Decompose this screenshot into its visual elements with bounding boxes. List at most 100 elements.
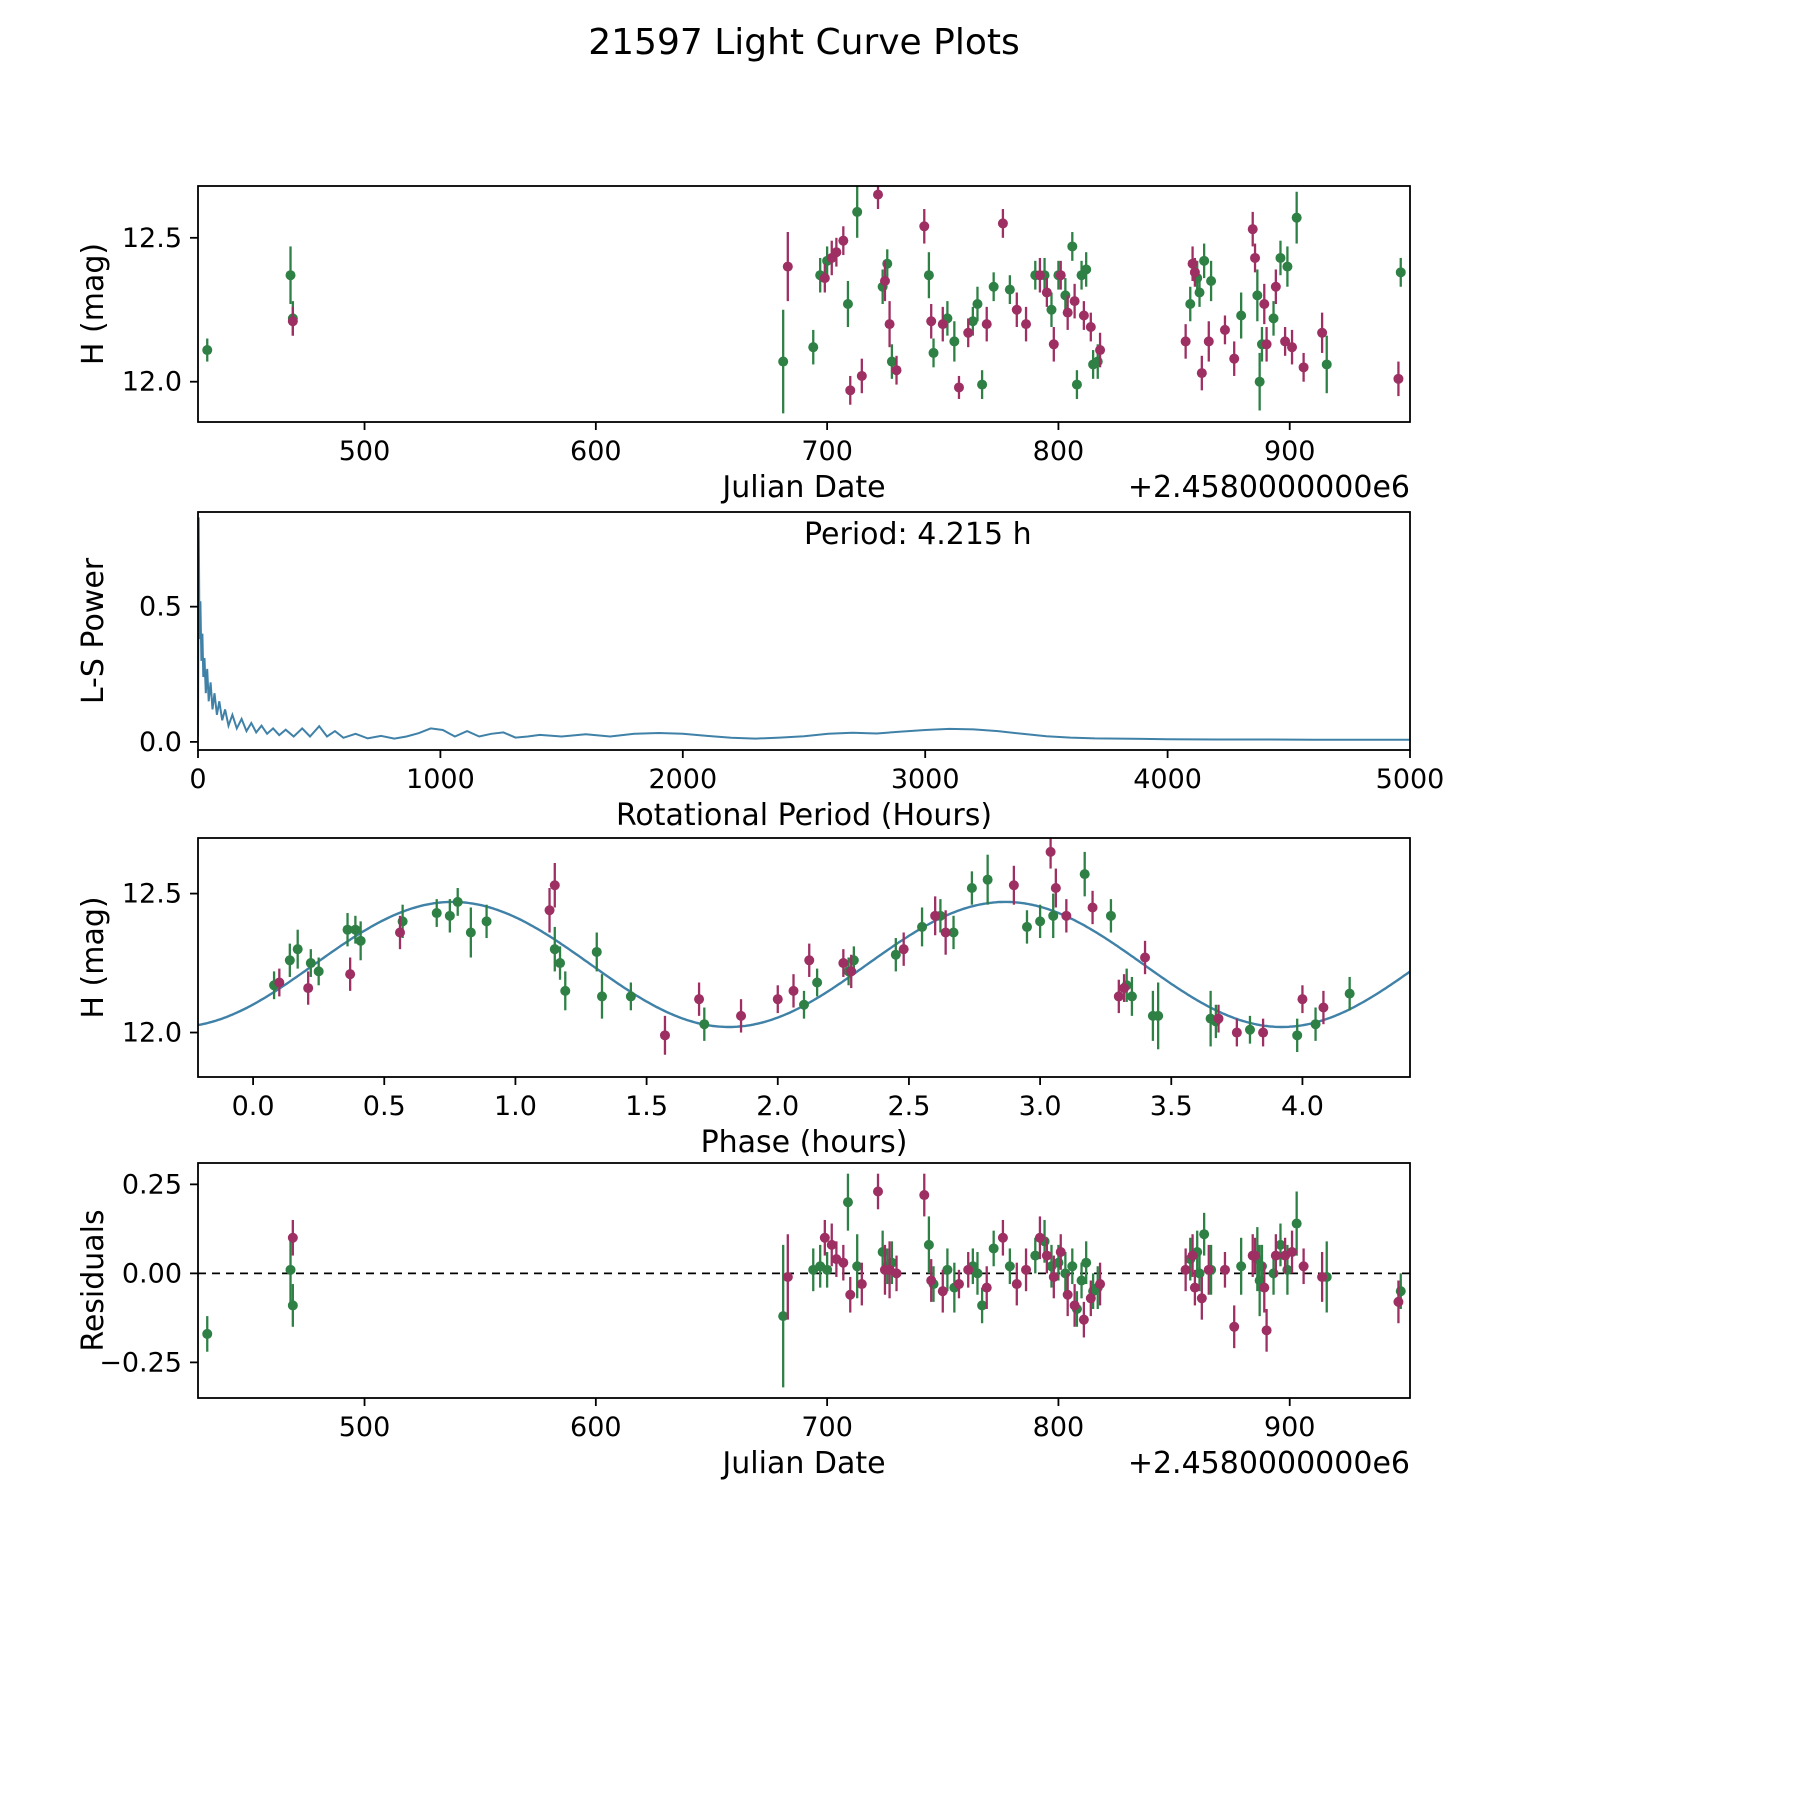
data-point: [923, 270, 934, 281]
data-point: [826, 1239, 837, 1250]
x-tick-label: 1.5: [625, 1091, 668, 1122]
data-point: [1291, 212, 1302, 223]
y-tick-label: 12.5: [122, 879, 182, 910]
data-point: [926, 316, 937, 327]
data-point: [1310, 1019, 1321, 1030]
data-point: [1199, 255, 1210, 266]
data-point: [287, 316, 298, 327]
spines: [197, 511, 1411, 751]
y-axis-label: Residuals: [76, 1209, 111, 1351]
data-point: [1229, 353, 1240, 364]
data-point: [948, 927, 959, 938]
figure-title: 21597 Light Curve Plots: [588, 22, 1020, 63]
data-point: [981, 319, 992, 330]
data-point: [852, 206, 863, 217]
data-point: [1011, 1279, 1022, 1290]
data-point: [1092, 356, 1103, 367]
x-tick-label: 3000: [891, 764, 960, 795]
data-point: [852, 1261, 863, 1272]
data-point: [966, 883, 977, 894]
y-tick-label: 12.5: [122, 223, 182, 254]
data-point: [1270, 281, 1281, 292]
x-axis-label: Rotational Period (Hours): [616, 798, 992, 833]
x-tick-label: 2.0: [756, 1091, 799, 1122]
data-point: [838, 958, 849, 969]
data-point: [873, 189, 884, 200]
data-point: [1291, 1218, 1302, 1229]
data-point: [1060, 290, 1071, 301]
x-tick-label: 800: [1033, 1412, 1085, 1443]
data-point: [549, 880, 560, 891]
x-tick-label: 2.5: [887, 1091, 930, 1122]
data-point: [481, 916, 492, 927]
data-point: [942, 1264, 953, 1275]
data-point: [1219, 1264, 1230, 1275]
data-point: [1081, 1257, 1092, 1268]
data-point: [822, 1264, 833, 1275]
data-point: [1004, 284, 1015, 295]
data-point: [1034, 1232, 1045, 1243]
data-point: [1280, 336, 1291, 347]
data-point: [949, 336, 960, 347]
data-point: [1119, 983, 1130, 994]
data-point: [1317, 1271, 1328, 1282]
data-point: [303, 983, 314, 994]
data-point: [1252, 290, 1263, 301]
data-point: [926, 1275, 937, 1286]
x-tick-label: 600: [570, 1412, 622, 1443]
data-point: [287, 1232, 298, 1243]
data-point: [1095, 345, 1106, 356]
data-point: [963, 1264, 974, 1275]
data-point: [953, 1279, 964, 1290]
data-point: [305, 958, 316, 969]
y-axis-label: H (mag): [76, 896, 111, 1018]
data-point: [782, 261, 793, 272]
data-point: [1393, 1296, 1404, 1307]
data-point: [736, 1010, 747, 1021]
data-point: [1062, 1289, 1073, 1300]
data-point: [345, 969, 356, 980]
data-point: [890, 949, 901, 960]
data-point: [1041, 1250, 1052, 1261]
x-tick-label: 5000: [1376, 764, 1445, 795]
data-point: [1203, 336, 1214, 347]
data-point: [845, 1289, 856, 1300]
data-point: [285, 1264, 296, 1275]
data-point: [808, 342, 819, 353]
data-point: [1085, 1293, 1096, 1304]
data-point: [1067, 241, 1078, 252]
data-point: [395, 927, 405, 938]
data-point: [1229, 1321, 1240, 1332]
x-tick-label: 3.5: [1150, 1091, 1193, 1122]
period-annotation: Period: 4.215 h: [804, 517, 1032, 552]
data-point: [846, 966, 857, 977]
data-point: [1275, 1239, 1286, 1250]
x-tick-label: 900: [1264, 436, 1316, 467]
data-point: [1185, 299, 1196, 309]
data-point: [1021, 1264, 1032, 1275]
data-point: [1298, 362, 1309, 373]
data-point: [1287, 342, 1298, 353]
data-point: [1250, 252, 1261, 263]
data-point: [544, 905, 555, 916]
y-tick-label: −0.25: [99, 1347, 182, 1378]
x-tick-label: 0: [189, 764, 206, 795]
data-point: [1258, 1027, 1269, 1038]
x-tick-label: 1.0: [494, 1091, 537, 1122]
data-point: [1203, 1264, 1214, 1275]
data-point: [819, 1232, 830, 1243]
data-point: [431, 908, 442, 919]
data-point: [1048, 910, 1059, 921]
data-point: [465, 927, 476, 938]
x-axis-offset-text: +2.4580000000e6: [1128, 1446, 1410, 1481]
data-point: [1236, 310, 1247, 321]
data-point: [1050, 883, 1061, 894]
data-point: [591, 946, 602, 957]
data-point: [1061, 910, 1072, 921]
data-point: [1275, 252, 1286, 263]
data-point: [1069, 1300, 1080, 1311]
data-point: [355, 935, 366, 946]
data-point: [856, 370, 867, 381]
x-axis-offset-text: +2.4580000000e6: [1128, 470, 1410, 505]
